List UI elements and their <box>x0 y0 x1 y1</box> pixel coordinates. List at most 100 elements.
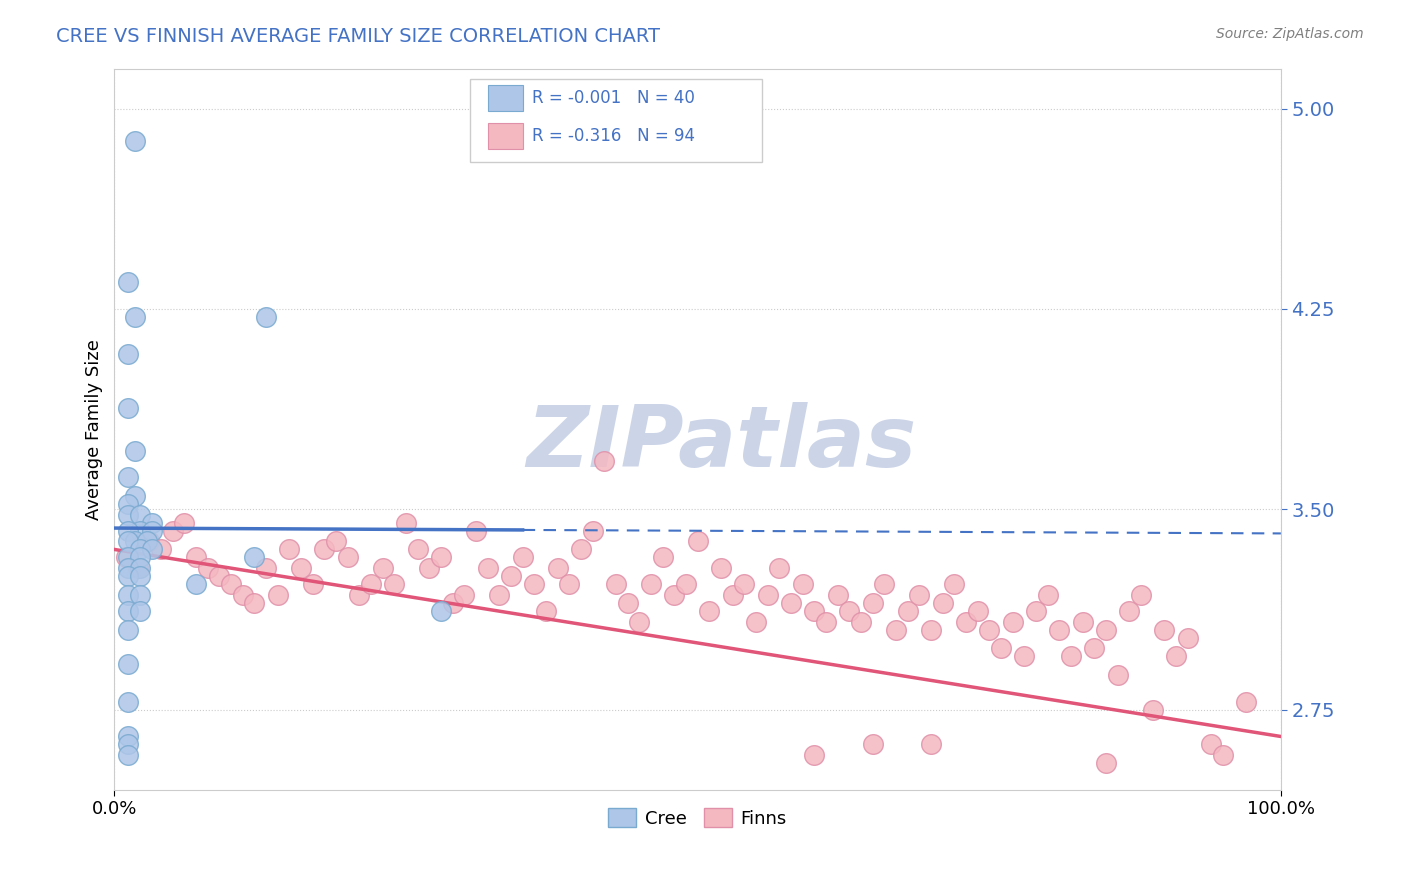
Point <box>1095 756 1118 771</box>
Point <box>124 534 146 549</box>
Point <box>908 588 931 602</box>
Point <box>582 524 605 538</box>
Point <box>117 275 139 289</box>
Point <box>534 604 557 618</box>
Point <box>117 550 139 565</box>
Point <box>488 588 510 602</box>
Point <box>990 641 1012 656</box>
Point <box>150 542 173 557</box>
Point <box>117 604 139 618</box>
Point <box>979 623 1001 637</box>
Point <box>897 604 920 618</box>
Point <box>1083 641 1105 656</box>
Point <box>477 561 499 575</box>
Point <box>803 748 825 763</box>
Point <box>792 577 814 591</box>
Point <box>418 561 440 575</box>
Point <box>162 524 184 538</box>
Point <box>117 534 139 549</box>
Point <box>756 588 779 602</box>
Point <box>129 508 152 522</box>
Point <box>184 550 207 565</box>
Point <box>290 561 312 575</box>
Point <box>117 738 139 752</box>
Point <box>254 561 277 575</box>
Point <box>1095 623 1118 637</box>
Point <box>733 577 755 591</box>
Point <box>136 534 159 549</box>
Point <box>780 596 803 610</box>
Point <box>814 615 837 629</box>
Point <box>243 550 266 565</box>
Point <box>124 489 146 503</box>
Point <box>243 596 266 610</box>
Point <box>931 596 953 610</box>
Point <box>1164 649 1187 664</box>
Point <box>1142 703 1164 717</box>
Point <box>862 596 884 610</box>
Point <box>254 310 277 324</box>
Point <box>129 542 152 557</box>
Legend: Cree, Finns: Cree, Finns <box>602 801 794 835</box>
Point <box>382 577 405 591</box>
Point <box>710 561 733 575</box>
Point <box>129 550 152 565</box>
Point <box>349 588 371 602</box>
Point <box>884 623 907 637</box>
Point <box>129 569 152 583</box>
Point <box>1012 649 1035 664</box>
Point <box>127 561 149 575</box>
Point <box>441 596 464 610</box>
Point <box>117 524 139 538</box>
Point <box>1199 738 1222 752</box>
Point <box>117 569 139 583</box>
Point <box>803 604 825 618</box>
Point <box>124 443 146 458</box>
Point <box>336 550 359 565</box>
Point <box>838 604 860 618</box>
Point <box>1234 695 1257 709</box>
Point <box>129 604 152 618</box>
Point <box>873 577 896 591</box>
Text: R = -0.001   N = 40: R = -0.001 N = 40 <box>531 89 695 107</box>
Y-axis label: Average Family Size: Average Family Size <box>86 339 103 520</box>
Point <box>371 561 394 575</box>
Point <box>547 561 569 575</box>
Point <box>664 588 686 602</box>
Point <box>1153 623 1175 637</box>
Text: CREE VS FINNISH AVERAGE FAMILY SIZE CORRELATION CHART: CREE VS FINNISH AVERAGE FAMILY SIZE CORR… <box>56 27 661 45</box>
Point <box>141 542 163 557</box>
Point <box>117 401 139 415</box>
Point <box>117 695 139 709</box>
Point <box>862 738 884 752</box>
Point <box>117 657 139 672</box>
FancyBboxPatch shape <box>488 85 523 112</box>
Point <box>141 524 163 538</box>
Point <box>314 542 336 557</box>
Point <box>1118 604 1140 618</box>
Point <box>301 577 323 591</box>
Point <box>124 134 146 148</box>
Point <box>605 577 627 591</box>
Point <box>966 604 988 618</box>
Point <box>1060 649 1083 664</box>
Text: ZIPatlas: ZIPatlas <box>526 402 917 485</box>
Point <box>943 577 966 591</box>
Point <box>523 577 546 591</box>
Point <box>686 889 709 892</box>
Point <box>117 347 139 361</box>
Point <box>1129 588 1152 602</box>
Point <box>920 623 942 637</box>
Point <box>117 561 139 575</box>
Point <box>768 561 790 575</box>
Point <box>117 470 139 484</box>
Point <box>1025 604 1047 618</box>
Point <box>219 577 242 591</box>
Point <box>651 550 673 565</box>
Text: R = -0.316   N = 94: R = -0.316 N = 94 <box>531 127 695 145</box>
Point <box>697 604 720 618</box>
Point <box>395 516 418 530</box>
Point <box>141 516 163 530</box>
Point <box>360 577 382 591</box>
Point <box>117 497 139 511</box>
